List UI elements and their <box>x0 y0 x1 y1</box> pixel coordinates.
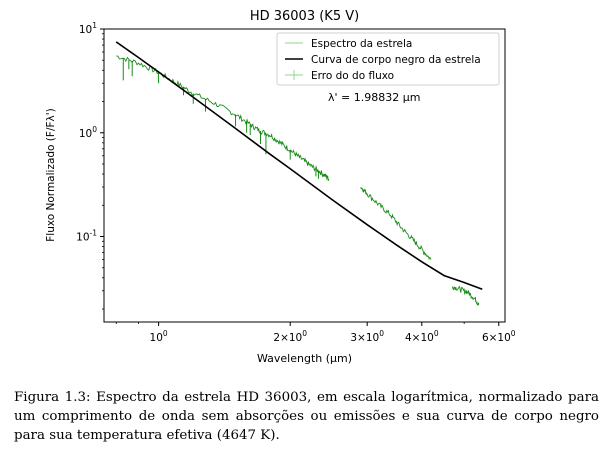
figure-caption: Figura 1.3: Espectro da estrela HD 36003… <box>14 390 599 443</box>
x-tick-label: 3×100 <box>350 329 384 344</box>
x-tick-label: 4×100 <box>405 329 439 344</box>
chart: 100 2×100 3×100 4×100 6×100 10-1 100 101 HD 36… <box>45 9 516 365</box>
x-tick-label: 100 <box>150 329 168 344</box>
legend-label: Erro do do fluxo <box>311 70 394 82</box>
y-tick-label: 100 <box>79 125 97 140</box>
x-axis-ticks: 100 2×100 3×100 4×100 6×100 <box>115 322 516 344</box>
y-axis-ticks: 10-1 100 101 <box>76 21 104 310</box>
legend: Espectro da estrela Curva de corpo negro … <box>276 32 500 86</box>
spectrum-layer <box>116 55 480 307</box>
spectrum-segment <box>360 186 432 261</box>
spectrum-segment <box>451 285 480 307</box>
y-tick-label: 10-1 <box>76 229 97 244</box>
blackbody-layer <box>115 41 483 291</box>
legend-box <box>276 32 500 86</box>
x-axis-label: Wavelength (μm) <box>257 352 352 365</box>
plot-frame <box>103 28 506 323</box>
x-tick-label: 6×100 <box>482 329 516 344</box>
y-axis-label: Fluxo Normalizado (F/Fλ') <box>45 108 57 241</box>
annotation: λ' = 1.98832 μm <box>328 91 420 104</box>
y-tick-label: 101 <box>79 21 97 36</box>
x-tick-label: 2×100 <box>273 329 307 344</box>
chart-title: HD 36003 (K5 V) <box>250 9 359 24</box>
legend-label: Curva de corpo negro da estrela <box>311 54 481 66</box>
legend-label: Espectro da estrela <box>311 38 412 50</box>
blackbody-curve <box>115 41 483 291</box>
